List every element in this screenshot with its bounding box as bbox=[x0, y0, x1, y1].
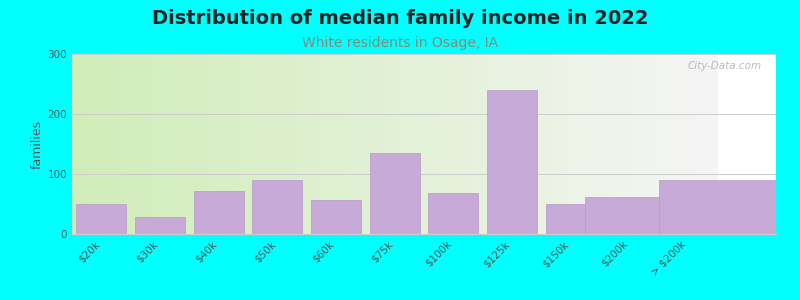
Bar bbox=[77, 204, 126, 234]
Bar bbox=[429, 193, 478, 234]
Y-axis label: families: families bbox=[30, 119, 43, 169]
Bar bbox=[253, 180, 302, 234]
Bar bbox=[311, 200, 361, 234]
Bar bbox=[135, 217, 185, 234]
Bar bbox=[487, 90, 537, 234]
Bar bbox=[658, 180, 776, 234]
Text: Distribution of median family income in 2022: Distribution of median family income in … bbox=[152, 9, 648, 28]
Bar bbox=[586, 197, 674, 234]
Bar bbox=[546, 204, 595, 234]
Bar bbox=[194, 191, 243, 234]
Text: White residents in Osage, IA: White residents in Osage, IA bbox=[302, 36, 498, 50]
Text: City-Data.com: City-Data.com bbox=[688, 61, 762, 71]
Bar bbox=[370, 153, 419, 234]
